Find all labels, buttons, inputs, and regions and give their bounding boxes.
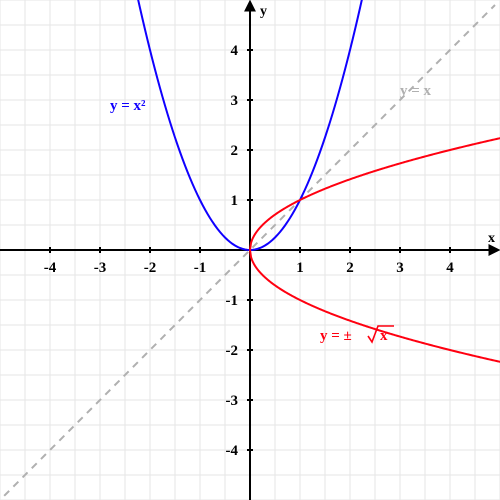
- y-tick-label: -2: [226, 343, 239, 359]
- y-tick-label: 4: [231, 43, 239, 59]
- plot-canvas: -4 -3 -2 -1 1 2 3 4 -4 -3 -2 -1 1 2 3 4 x y y = x² y = x y …: [0, 0, 500, 500]
- label-parabola: y = x²: [110, 98, 146, 114]
- y-tick-label: -4: [226, 443, 239, 459]
- y-tick-label: -3: [226, 393, 239, 409]
- label-identity: y = x: [400, 83, 432, 99]
- y-tick-label: -1: [226, 293, 239, 309]
- x-tick-label: 2: [346, 260, 354, 276]
- labels: x y y = x² y = x y = ± x: [110, 4, 495, 344]
- x-tick-label: 3: [396, 260, 404, 276]
- y-tick-label: 3: [231, 93, 239, 109]
- x-tick-label: 1: [296, 260, 304, 276]
- xy-plot: -4 -3 -2 -1 1 2 3 4 -4 -3 -2 -1 1 2 3 4 x y y = x² y = x y …: [0, 0, 500, 500]
- y-tick-label: 2: [231, 143, 239, 159]
- x-tick-label: 4: [446, 260, 454, 276]
- x-tick-label: -2: [144, 260, 157, 276]
- label-sqrt-radicand: x: [380, 328, 388, 344]
- x-tick-label: -1: [194, 260, 207, 276]
- label-sqrt-prefix: y = ±: [320, 328, 352, 344]
- curve-identity: [0, 5, 495, 500]
- x-axis-label: x: [488, 231, 495, 246]
- x-tick-label: -4: [44, 260, 57, 276]
- x-tick-label: -3: [94, 260, 107, 276]
- label-sqrt: y = ± x: [320, 326, 394, 344]
- y-tick-label: 1: [231, 193, 239, 209]
- y-axis-label: y: [260, 4, 267, 19]
